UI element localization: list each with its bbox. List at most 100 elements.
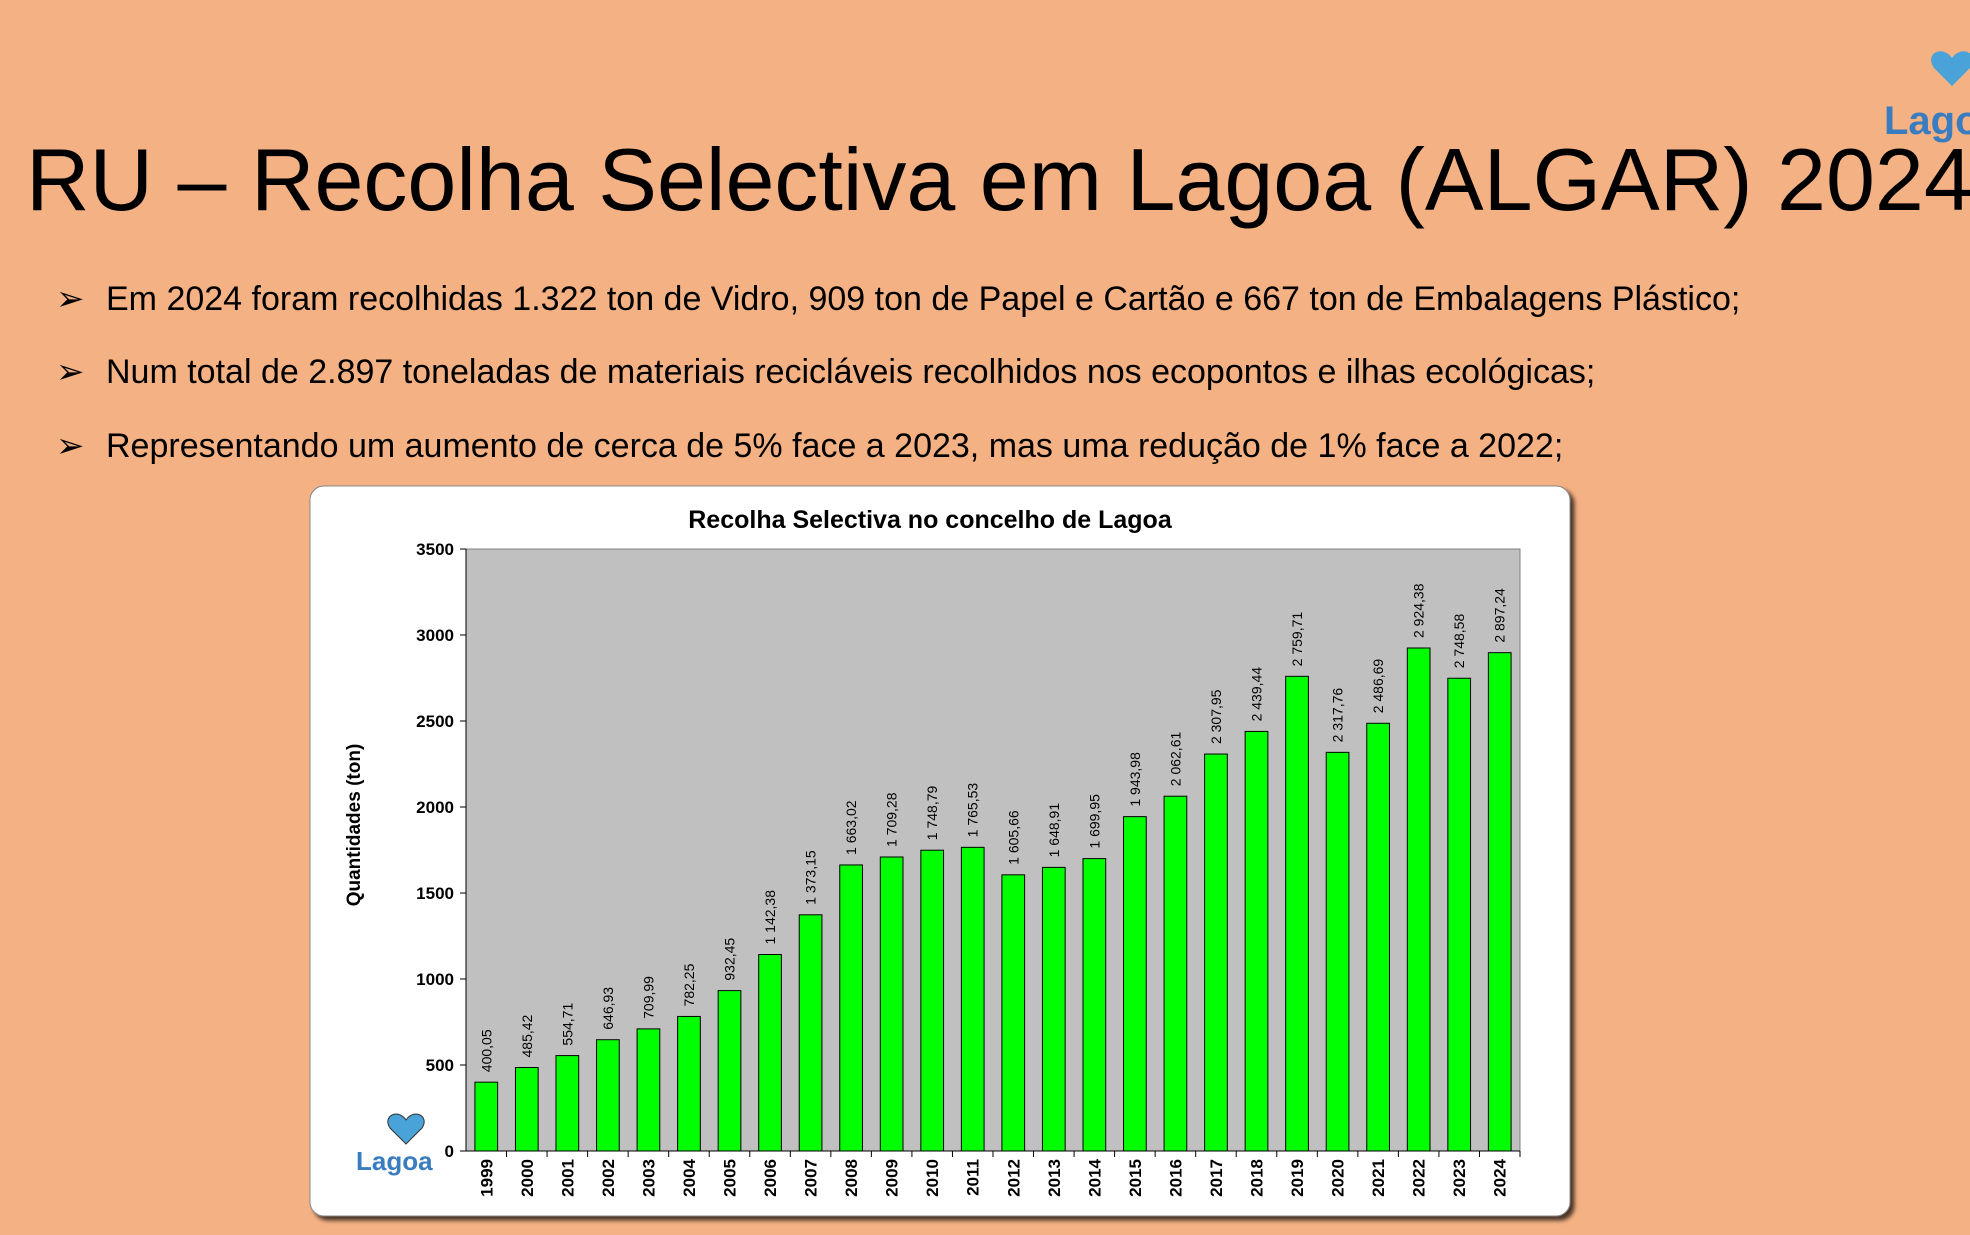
value-label: 2 748,58 [1451,614,1467,669]
value-label: 400,05 [478,1029,494,1072]
bar [514,1067,539,1152]
value-label: 1 709,28 [884,792,900,847]
value-label: 1 142,38 [762,890,778,945]
value-label: 1 605,66 [1005,810,1021,865]
x-tick-label: 2018 [1248,1159,1267,1197]
x-tick-label: 2021 [1369,1159,1388,1197]
bar [1041,866,1066,1152]
bullet-arrow: ➢ [56,427,85,465]
bar [1001,874,1026,1152]
value-label: 2 897,24 [1492,588,1508,643]
value-label: 2 317,76 [1330,688,1346,743]
y-tick-label: 1500 [416,884,454,903]
value-label: 1 663,02 [843,800,859,855]
bar [1123,816,1147,1152]
y-tick-label: 3000 [416,626,454,645]
x-tick-label: 2019 [1288,1159,1307,1197]
bar [839,864,863,1152]
bar [758,954,782,1152]
value-label: 932,45 [722,938,738,981]
bullet-text: Representando um aumento de cerca de 5% … [106,427,1563,465]
logo-heart [1931,51,1970,86]
bar [1082,858,1107,1152]
bullet-arrow: ➢ [56,353,85,391]
x-tick-label: 2022 [1410,1159,1429,1197]
value-label: 646,93 [600,987,616,1030]
x-tick-label: 2006 [761,1159,780,1197]
bar [1163,795,1188,1152]
bar [798,914,823,1152]
bar [1285,675,1309,1152]
x-tick-label: 2011 [964,1159,983,1196]
x-tick-label: 2007 [802,1159,821,1197]
value-label: 2 924,38 [1411,583,1427,638]
bar [1487,652,1512,1152]
chart-logo-heart [387,1113,425,1145]
value-label: 2 486,69 [1370,659,1386,714]
x-tick-label: 2008 [842,1159,861,1197]
y-tick-label: 3500 [416,540,454,559]
y-tick-label: 1000 [416,970,454,989]
value-label: 2 759,71 [1289,612,1305,667]
bar [555,1055,580,1152]
bullet-text: Num total de 2.897 toneladas de materiai… [106,353,1595,391]
bar [677,1015,701,1152]
bullet-arrow: ➢ [56,280,85,318]
value-label: 2 439,44 [1249,667,1265,722]
x-tick-label: 2002 [599,1159,618,1197]
x-tick-label: 2015 [1126,1159,1145,1197]
x-tick-label: 2009 [883,1159,902,1197]
value-label: 554,71 [559,1003,575,1046]
x-tick-label: 2020 [1329,1159,1348,1197]
bar [960,846,985,1152]
slide-title: RU – Recolha Selectiva em Lagoa (ALGAR) … [26,130,1970,229]
y-tick-label: 2500 [416,712,454,731]
x-tick-label: 2024 [1491,1158,1510,1196]
bar [717,990,742,1152]
bar [636,1028,661,1152]
x-tick-label: 2023 [1450,1159,1469,1197]
bar [596,1039,620,1152]
plot: 0 500 1000 1500 2000 2500 3000 3500 1999 400,05 20… [416,540,1521,1197]
value-label: 782,25 [681,963,697,1006]
x-tick-label: 2013 [1045,1159,1064,1197]
bar [1406,647,1431,1152]
value-label: 1 943,98 [1127,752,1143,807]
bar [1325,751,1350,1152]
bar [1244,730,1269,1152]
x-tick-label: 2017 [1207,1159,1226,1197]
bar [1447,677,1472,1152]
bar [920,849,945,1152]
x-tick-label: 2010 [923,1159,942,1197]
value-label: 2 062,61 [1167,732,1183,787]
x-tick-label: 2014 [1085,1158,1104,1196]
value-label: 485,42 [519,1014,535,1057]
value-label: 1 699,95 [1086,794,1102,849]
x-tick-label: 2012 [1004,1159,1023,1197]
y-tick-label: 2000 [416,798,454,817]
value-label: 1 648,91 [1046,803,1062,858]
bar [879,856,904,1152]
x-tick-label: 2016 [1166,1159,1185,1197]
bar [1204,753,1228,1152]
value-label: 1 748,79 [924,785,940,840]
value-label: 2 307,95 [1208,689,1224,744]
y-tick-label: 0 [445,1142,454,1161]
y-axis-label: Quantidades (ton) [344,744,365,907]
bar [1366,722,1390,1152]
bullet-text: Em 2024 foram recolhidas 1.322 ton de Vi… [106,280,1740,318]
plot-area [465,548,1521,1152]
bullets: ➢ Em 2024 foram recolhidas 1.322 ton de … [56,280,1740,465]
x-tick-label: 1999 [477,1159,496,1197]
x-tick-label: 2001 [558,1159,577,1197]
x-tick-label: 2000 [518,1159,537,1197]
value-label: 1 765,53 [965,783,981,838]
chart-logo-text: Lagoa [356,1146,433,1176]
value-label: 1 373,15 [803,850,819,905]
x-tick-label: 2003 [639,1159,658,1197]
y-tick-label: 500 [426,1056,454,1075]
x-tick-label: 2005 [721,1159,740,1197]
x-tick-label: 2004 [680,1158,699,1196]
